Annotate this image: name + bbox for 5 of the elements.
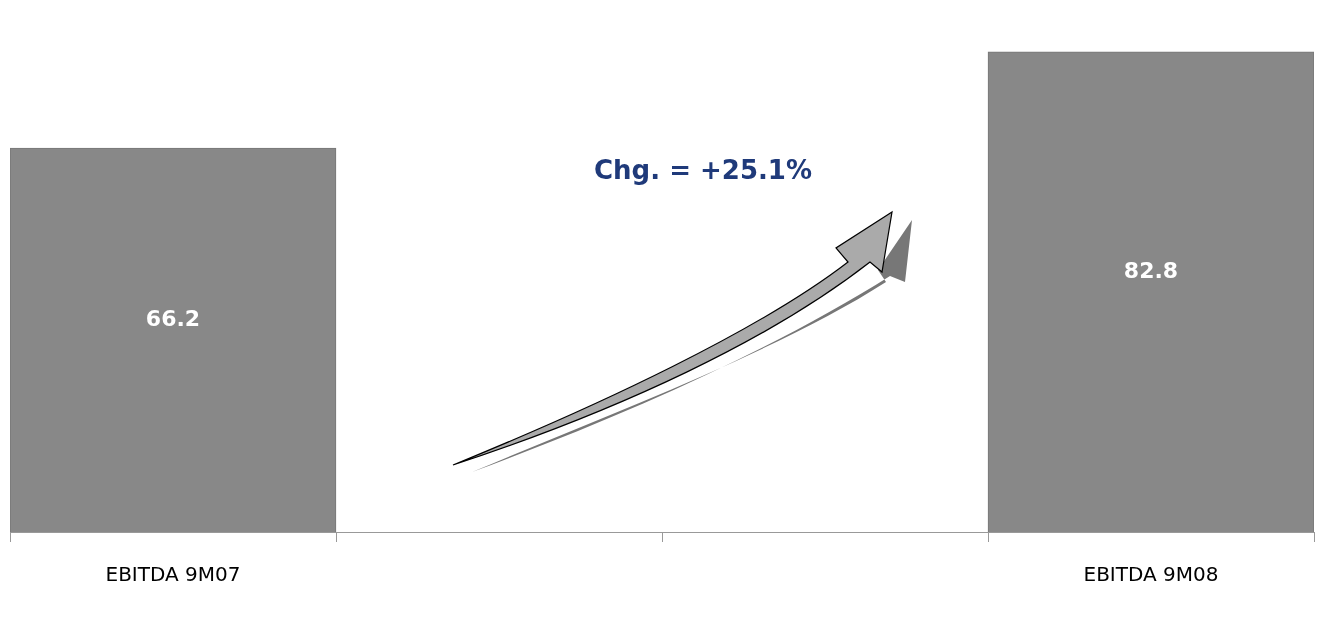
data-label: 66.2 [145,305,201,331]
x-tick-label: EBITDA 9M07 [105,562,241,587]
annotation: Chg. = +25.1% [594,154,812,185]
x-tick-label: EBITDA 9M08 [1083,562,1219,587]
data-label: 82.8 [1123,257,1179,283]
